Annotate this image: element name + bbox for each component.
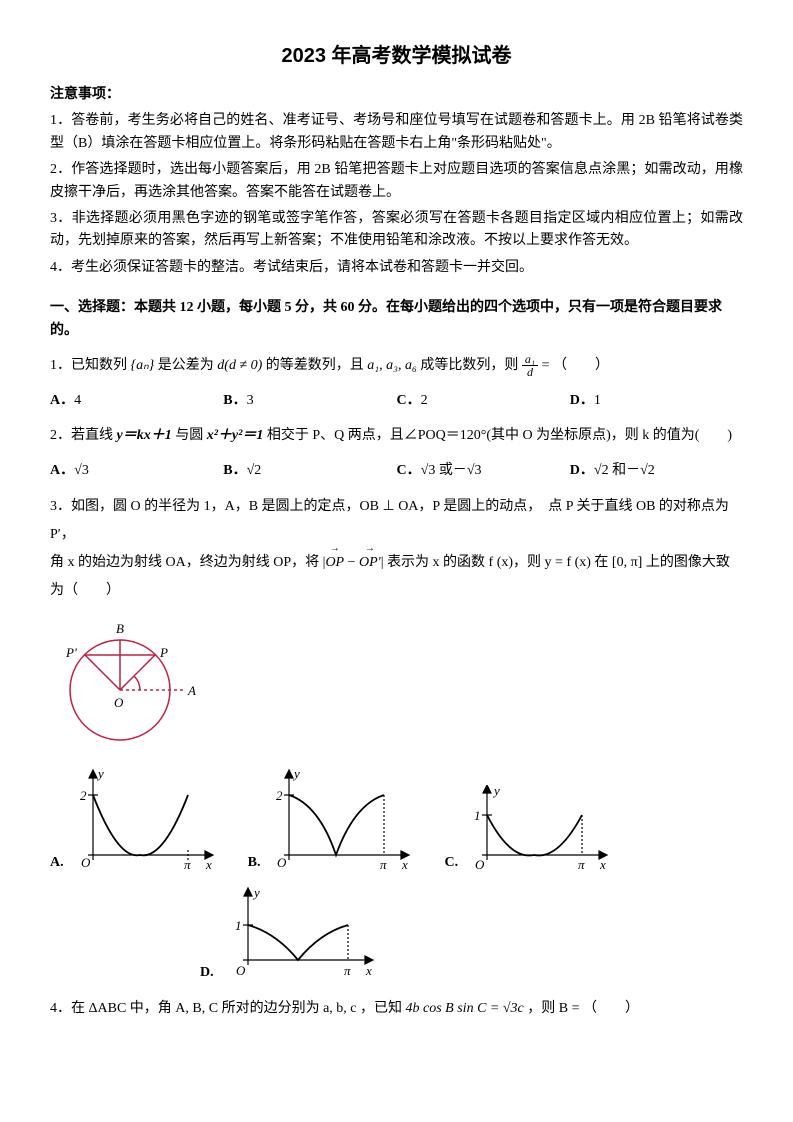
q2-mid1: 与圆 bbox=[175, 428, 207, 443]
q3-label-b: B bbox=[116, 621, 124, 636]
q2-a-sqrt: 3 bbox=[74, 460, 89, 482]
axis-pi-label: π bbox=[380, 857, 387, 872]
page-title: 2023 年高考数学模拟试卷 bbox=[50, 40, 743, 72]
axis-x-label: x bbox=[205, 857, 212, 872]
q2-d-sqrt1: 2 bbox=[594, 460, 609, 482]
q2-c-sqrt1: 3 bbox=[421, 460, 436, 482]
q1-cond: d(d ≠ 0) bbox=[217, 358, 262, 373]
question-4: 4．在 ΔABC 中，角 A, B, C 所对的边分别为 a, b, c ，已知… bbox=[50, 995, 743, 1023]
q1-opt-b: B．3 bbox=[223, 390, 396, 412]
q3-vec-opp: OP′ bbox=[359, 549, 381, 577]
question-1: 1．已知数列 {aₙ} 是公差为 d(d ≠ 0) 的等差数列，且 a₁, a₃… bbox=[50, 352, 743, 380]
notice-2: 2．作答选择题时，选出每小题答案后，用 2B 铅笔把答题卡上对应题目选项的答案信… bbox=[50, 159, 743, 204]
axis-o-label: O bbox=[236, 963, 246, 978]
axis-pi-label: π bbox=[184, 857, 191, 872]
q3-line1: 3．如图，圆 O 的半径为 1，A，B 是圆上的定点，OB ⊥ OA，P 是圆上… bbox=[50, 493, 743, 549]
notice-3: 3．非选择题必须用黑色字迹的钢笔或签字笔作答，答案必须写在答题卡各题目指定区域内… bbox=[50, 208, 743, 253]
q3-circle-figure: B P' P A O bbox=[50, 615, 200, 755]
notice-1: 1．答卷前，考生务必将自己的姓名、准考证号、考场号和座位号填写在试题卷和答题卡上… bbox=[50, 110, 743, 155]
notice-4: 4．考生必须保证答题卡的整洁。考试结束后，请将本试卷和答题卡一并交回。 bbox=[50, 257, 743, 279]
q3-opt-b-label: B. bbox=[248, 852, 261, 874]
q3-label-p: P bbox=[159, 645, 168, 660]
axis-o-label: O bbox=[277, 855, 287, 870]
q1-opt-b-val: 3 bbox=[247, 393, 254, 408]
axis-pi-label: π bbox=[344, 963, 351, 978]
axis-pi-label: π bbox=[578, 857, 585, 872]
q2-d-sqrt2: 2 bbox=[640, 460, 655, 482]
q3-line2: 角 x 的始边为射线 OA，终边为射线 OP，将 |OP − OP′| 表示为 … bbox=[50, 549, 743, 577]
q2-line: y＝kx＋1 bbox=[117, 428, 172, 443]
q2-opt-d: D．2 和－2 bbox=[570, 460, 743, 482]
q2-mid2: 相交于 P、Q 两点，且∠POQ＝120°(其中 O 为坐标原点)，则 k 的值… bbox=[267, 428, 732, 443]
q4-expr-right: c bbox=[518, 1001, 524, 1016]
q3-line3: 为（ ） bbox=[50, 577, 743, 605]
axis-x-label: x bbox=[365, 963, 372, 978]
q1-options: A．4 B．3 C．2 D．1 bbox=[50, 390, 743, 412]
q3-graphs-row1: A. y 2 O π x B. bbox=[50, 765, 743, 875]
q1-opt-a: A．4 bbox=[50, 390, 223, 412]
q1-opt-a-val: 4 bbox=[74, 393, 81, 408]
q3-label-a: A bbox=[187, 683, 196, 698]
q3-label-pp: P' bbox=[65, 645, 77, 660]
q1-terms: a₁, a₃, a₆ bbox=[367, 358, 417, 373]
axis-1-label: 1 bbox=[474, 808, 481, 823]
notice-heading: 注意事项： bbox=[50, 84, 743, 106]
q1-mid2: 的等差数列，且 bbox=[266, 358, 364, 373]
q4-pre: 4．在 ΔABC 中，角 A, B, C 所对的边分别为 a, b, c ，已知 bbox=[50, 1001, 406, 1016]
q1-opt-d-val: 1 bbox=[594, 393, 601, 408]
q1-mid3: 成等比数列，则 bbox=[420, 358, 518, 373]
q2-opt-a: A．3 bbox=[50, 460, 223, 482]
q4-sqrt: 3 bbox=[503, 995, 518, 1023]
axis-y-label: y bbox=[252, 885, 260, 900]
q2-b-sqrt: 2 bbox=[247, 460, 262, 482]
q3-l2-mid: 表示为 x 的函数 f (x)，则 y = f (x) 在 [0, π] 上的图… bbox=[387, 555, 730, 570]
axis-2-label: 2 bbox=[276, 788, 283, 803]
question-2: 2．若直线 y＝kx＋1 与圆 x²＋y²＝1 相交于 P、Q 两点，且∠POQ… bbox=[50, 422, 743, 450]
q3-label-o: O bbox=[114, 695, 124, 710]
q2-opt-c: C．3 或－3 bbox=[397, 460, 570, 482]
axis-o-label: O bbox=[475, 857, 485, 872]
q3-opt-a-label: A. bbox=[50, 852, 64, 874]
q3-opt-c-label: C. bbox=[444, 852, 458, 874]
q1-text: 1．已知数列 bbox=[50, 358, 127, 373]
section-1-heading: 一、选择题：本题共 12 小题，每小题 5 分，共 60 分。在每小题给出的四个… bbox=[50, 297, 743, 342]
q3-graph-a: A. y 2 O π x bbox=[50, 765, 218, 875]
q4-tail: ，则 B = （ ） bbox=[527, 1001, 639, 1016]
q1-mid1: 是公差为 bbox=[158, 358, 214, 373]
q2-pre: 2．若直线 bbox=[50, 428, 117, 443]
q2-c-mid: 或－ bbox=[435, 463, 467, 478]
q3-graphs-row2: D. y 1 O π x bbox=[200, 885, 743, 985]
q2-opt-b: B．2 bbox=[223, 460, 396, 482]
q3-vec-op: OP bbox=[325, 549, 344, 577]
axis-o-label: O bbox=[81, 855, 91, 870]
q2-circle: x²＋y²＝1 bbox=[207, 428, 264, 443]
q2-d-mid: 和－ bbox=[609, 463, 641, 478]
axis-2-label: 2 bbox=[80, 788, 87, 803]
axis-x-label: x bbox=[401, 857, 408, 872]
question-3: 3．如图，圆 O 的半径为 1，A，B 是圆上的定点，OB ⊥ OA，P 是圆上… bbox=[50, 493, 743, 605]
q3-graph-c: C. y 1 O π x bbox=[444, 785, 612, 875]
q3-opt-d-label: D. bbox=[200, 962, 214, 984]
q3-graph-d: D. y 1 O π x bbox=[200, 885, 378, 985]
q1-opt-d: D．1 bbox=[570, 390, 743, 412]
axis-y-label: y bbox=[492, 785, 500, 798]
q1-opt-c-val: 2 bbox=[421, 393, 428, 408]
q1-fraction: a₁ d bbox=[522, 353, 538, 378]
q3-vec-minus: − bbox=[344, 555, 359, 570]
axis-1-label: 1 bbox=[235, 918, 242, 933]
q2-options: A．3 B．2 C．3 或－3 D．2 和－2 bbox=[50, 460, 743, 482]
q4-expr-left: 4b cos B sin C = bbox=[406, 1001, 503, 1016]
axis-y-label: y bbox=[96, 766, 104, 781]
axis-x-label: x bbox=[599, 857, 606, 872]
q3-l2-pre: 角 x 的始边为射线 OA，终边为射线 OP，将 bbox=[50, 555, 323, 570]
q2-c-sqrt2: 3 bbox=[467, 460, 482, 482]
axis-y-label: y bbox=[292, 766, 300, 781]
q1-frac-den: d bbox=[522, 366, 538, 378]
q1-tail: = （ ） bbox=[542, 358, 609, 373]
q3-graph-b: B. y 2 O π x bbox=[248, 765, 415, 875]
q1-opt-c: C．2 bbox=[397, 390, 570, 412]
q1-seq: {aₙ} bbox=[131, 358, 155, 373]
